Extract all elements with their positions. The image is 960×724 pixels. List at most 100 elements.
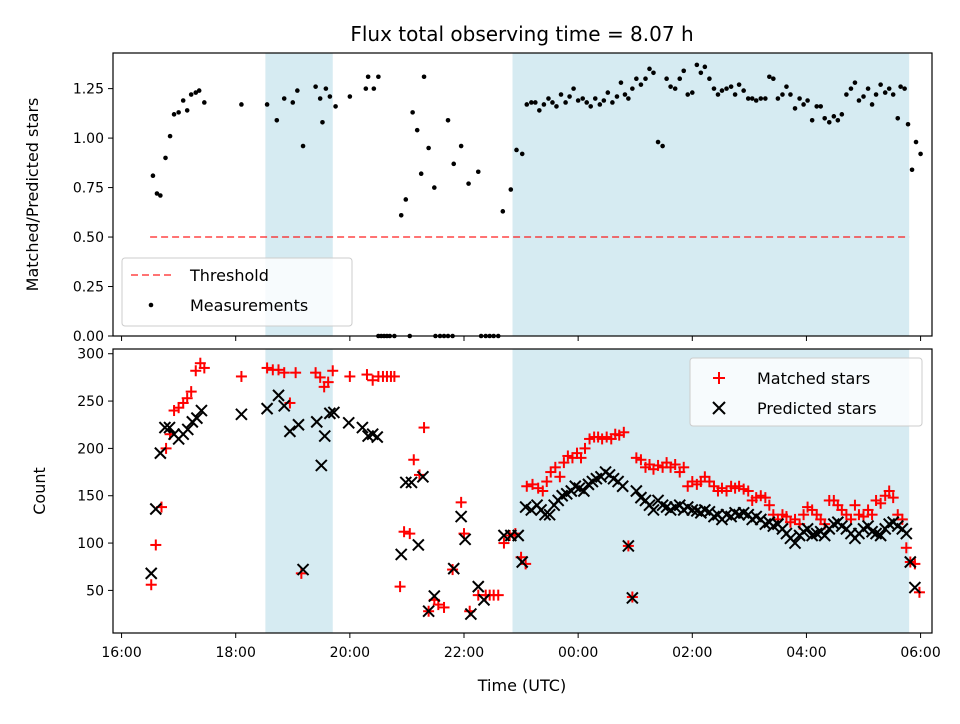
measurement-point bbox=[809, 117, 815, 123]
measurement-point bbox=[327, 94, 333, 99]
matched-star-point bbox=[900, 542, 912, 554]
measurement-point bbox=[856, 98, 862, 103]
measurement-point bbox=[519, 151, 525, 157]
measurement-point bbox=[660, 143, 665, 149]
predicted-star-point bbox=[356, 421, 369, 434]
matched-star-point bbox=[198, 362, 210, 374]
measurement-point bbox=[878, 82, 883, 87]
matched-star-point bbox=[575, 452, 587, 464]
top-y-tick-label: 0.00 bbox=[73, 329, 104, 345]
measurement-point bbox=[239, 102, 244, 107]
bottom-y-tick-label: 150 bbox=[77, 489, 104, 505]
measurement-point bbox=[202, 100, 207, 105]
measurement-point bbox=[626, 96, 631, 101]
matched-star-point bbox=[398, 526, 410, 538]
predicted-star-point bbox=[416, 470, 430, 484]
predicted-star-point bbox=[458, 533, 472, 546]
measurement-point bbox=[592, 96, 598, 101]
measurement-point bbox=[550, 100, 555, 105]
bottom-panel: 50 100 150 200 250 300 16:00 18:00 20:00 22:00 00… bbox=[30, 347, 941, 695]
matched-star-point bbox=[678, 461, 690, 473]
measurement-point bbox=[711, 86, 717, 91]
measurement-point bbox=[689, 90, 695, 95]
measurement-point bbox=[647, 66, 652, 72]
measurement-point bbox=[154, 191, 160, 196]
matched-star-point bbox=[418, 422, 430, 434]
measurement-point bbox=[533, 100, 538, 105]
matched-star-point bbox=[669, 458, 681, 470]
measurement-point bbox=[567, 94, 572, 99]
predicted-star-point bbox=[399, 476, 412, 489]
measurement-point bbox=[601, 98, 607, 103]
measurement-point bbox=[193, 90, 199, 95]
measurement-point bbox=[792, 106, 798, 111]
measurement-point bbox=[909, 167, 915, 173]
matched-star-point bbox=[492, 589, 504, 601]
predicted-star-point bbox=[296, 563, 310, 576]
predicted-star-point bbox=[447, 562, 460, 575]
top-y-tick-label: 0.75 bbox=[73, 181, 104, 197]
matched-star-point bbox=[549, 461, 561, 473]
measurement-point bbox=[171, 112, 177, 117]
measurement-point bbox=[902, 86, 907, 91]
predicted-star-point bbox=[342, 416, 355, 430]
predicted-star-point bbox=[190, 411, 204, 425]
predicted-star-point bbox=[278, 399, 291, 413]
matched-star-point bbox=[896, 513, 908, 525]
measurement-points bbox=[150, 62, 923, 339]
measurement-point bbox=[664, 76, 669, 82]
measurement-point bbox=[150, 173, 156, 178]
measurement-point bbox=[541, 102, 547, 107]
measurement-point bbox=[913, 139, 919, 145]
measurement-point bbox=[873, 92, 879, 97]
legend-predicted-marker bbox=[712, 401, 726, 415]
measurement-point bbox=[458, 143, 464, 149]
measurement-point bbox=[475, 169, 481, 175]
predicted-star-point bbox=[260, 402, 274, 415]
measurement-point bbox=[618, 80, 624, 85]
matched-star-point bbox=[290, 367, 302, 379]
matched-star-point bbox=[759, 492, 771, 504]
measurement-point bbox=[788, 92, 793, 97]
predicted-star-point bbox=[788, 536, 802, 550]
matched-star-point bbox=[261, 362, 273, 374]
predicted-star-point bbox=[310, 415, 323, 429]
measurement-point bbox=[575, 98, 581, 103]
measurement-point bbox=[685, 92, 691, 97]
matched-star-point bbox=[295, 567, 307, 579]
predicted-star-point bbox=[569, 480, 582, 493]
measurement-point bbox=[677, 76, 683, 82]
predicted-star-point bbox=[181, 423, 194, 436]
predicted-star-point bbox=[626, 591, 639, 605]
matched-star-point bbox=[883, 485, 895, 497]
measurement-point bbox=[882, 90, 888, 95]
predicted-star-point bbox=[686, 503, 699, 517]
bottom-x-tick-label: 04:00 bbox=[786, 645, 826, 661]
measurement-point bbox=[529, 100, 534, 105]
measurement-point bbox=[694, 62, 700, 68]
measurement-point bbox=[184, 108, 190, 113]
predicted-star-point bbox=[315, 459, 328, 472]
measurement-point bbox=[546, 96, 551, 101]
measurement-point bbox=[719, 88, 725, 93]
measurement-point bbox=[176, 110, 181, 115]
bottom-y-axis-label: Count bbox=[30, 467, 49, 515]
matched-star-point bbox=[185, 386, 197, 398]
legend-matched-label: Matched stars bbox=[757, 369, 870, 388]
measurement-point bbox=[426, 145, 431, 151]
measurement-point bbox=[563, 100, 568, 105]
predicted-star-point bbox=[647, 503, 660, 517]
x-axis-label: Time (UTC) bbox=[477, 676, 566, 695]
measurement-point bbox=[445, 117, 451, 123]
measurement-point bbox=[158, 193, 163, 198]
measurement-point bbox=[831, 114, 837, 119]
measurement-point bbox=[597, 102, 603, 107]
measurement-point bbox=[818, 104, 824, 109]
matched-star-point bbox=[273, 364, 285, 376]
measurement-point bbox=[814, 104, 820, 109]
measurement-point bbox=[376, 74, 381, 80]
predicted-star-point bbox=[622, 539, 635, 553]
matched-star-point bbox=[875, 497, 887, 509]
matched-star-point bbox=[344, 370, 356, 382]
